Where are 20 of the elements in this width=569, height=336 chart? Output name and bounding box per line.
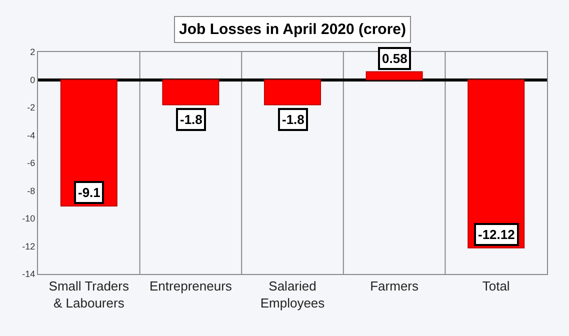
y-tick-label: -10 <box>22 214 36 224</box>
y-tick-label: -2 <box>27 102 36 113</box>
data-label: -1.8 <box>282 112 304 127</box>
data-label: -1.8 <box>180 112 202 127</box>
y-tick-label: -6 <box>27 158 36 168</box>
x-tick-label: Farmers <box>370 278 419 294</box>
data-label: -12.12 <box>478 227 515 242</box>
x-tick-label: Small Traders & Labourers <box>48 278 130 310</box>
x-tick-label: Salaried Employees <box>260 278 326 310</box>
y-tick-label: -4 <box>27 130 36 140</box>
y-tick-label: -14 <box>22 269 36 280</box>
y-tick-label: -8 <box>27 186 36 196</box>
data-label: -9.1 <box>78 185 100 200</box>
chart-title: Job Losses in April 2020 (crore) <box>179 21 406 38</box>
y-tick-label: 2 <box>30 47 36 58</box>
data-label: 0.58 <box>382 51 408 66</box>
x-tick-label: Entrepreneurs <box>150 278 232 294</box>
x-tick-label: Total <box>482 278 510 294</box>
y-tick-label: -12 <box>22 241 36 252</box>
y-tick-label: 0 <box>30 74 36 85</box>
